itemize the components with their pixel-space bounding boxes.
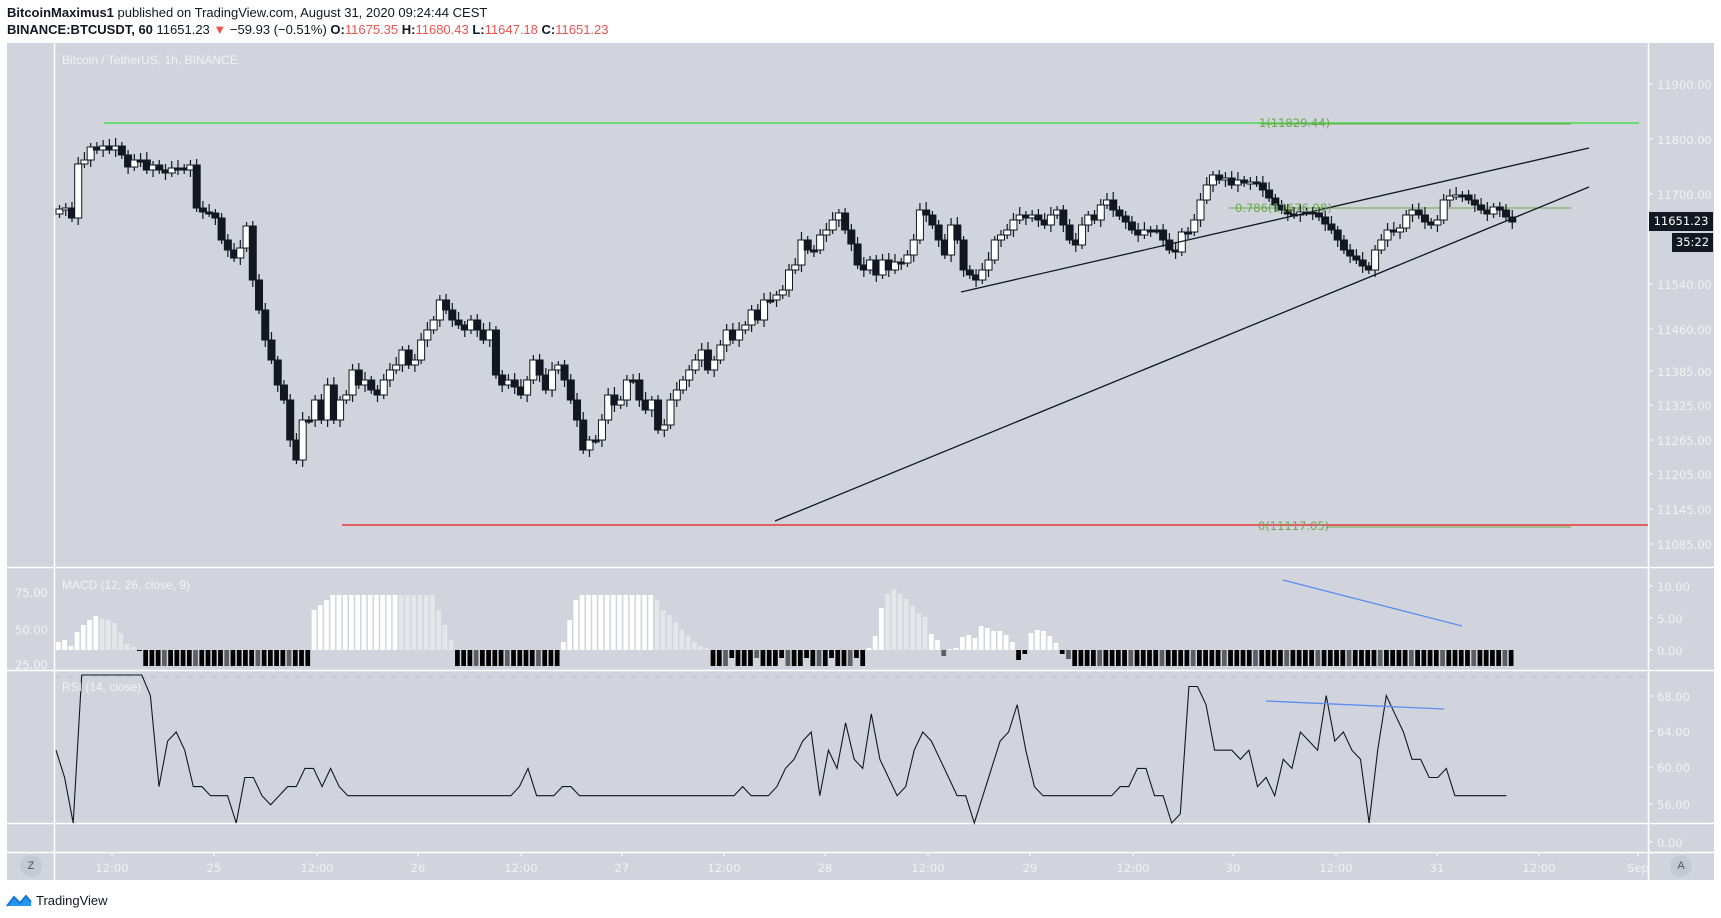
fib-label-1: 1(11829.44) [1259, 116, 1331, 130]
axis-ticks [111, 83, 1653, 856]
symbol: BINANCE:BTCUSDT, 60 [7, 22, 153, 37]
price-axis-label: 11265.00 [1657, 434, 1712, 448]
pane-separators [7, 43, 1714, 880]
author-name[interactable]: BitcoinMaximus1 [7, 5, 114, 20]
tradingview-cloud-icon [6, 894, 32, 907]
publish-meta: published on TradingView.com, August 31,… [113, 5, 488, 20]
rsi-axis-label: 64.00 [1657, 725, 1690, 739]
macd-title: MACD (12, 26, close, 9) [62, 578, 191, 592]
price-axis-label: 11540.00 [1657, 278, 1712, 292]
macd-axis-label: 0.00 [1657, 644, 1683, 658]
lower-pane-axis-label: 0.00 [1657, 836, 1683, 850]
macd-left-axis-label: 25.00 [15, 658, 48, 672]
high-label: H: [401, 22, 416, 37]
zoom-reset-button[interactable]: Z [20, 855, 42, 877]
brand-name: TradingView [36, 892, 108, 908]
rsi-divergence-line[interactable] [1265, 700, 1445, 710]
time-axis-label: 31 [1429, 861, 1445, 875]
macd-divergence-line[interactable] [1282, 579, 1463, 627]
time-axis-label: 12:00 [1522, 861, 1556, 875]
high-value: 11680.43 [415, 22, 469, 37]
down-arrow-icon: ▼ [213, 22, 227, 37]
tradingview-logo[interactable]: TradingView [5, 890, 108, 910]
price-axis-label: 11800.00 [1657, 133, 1712, 147]
last-price: 11651.23 [156, 22, 210, 37]
price-axis-label: 11145.00 [1657, 503, 1712, 517]
open-value: 11675.35 [344, 22, 399, 37]
rsi-title: RSI (14, close) [62, 680, 142, 694]
price-axis-label: 11900.00 [1657, 78, 1712, 92]
price-axis-label: 11700.00 [1657, 188, 1712, 202]
price-axis-label: 11325.00 [1657, 399, 1712, 413]
time-axis-label: 28 [817, 861, 833, 875]
price-axis-label: 11205.00 [1657, 468, 1712, 482]
price-change: −59.93 (−0.51%) [229, 22, 327, 37]
time-axis-label: 12:00 [300, 861, 334, 875]
macd-histogram [56, 589, 1514, 666]
time-axis-label: 30 [1225, 861, 1241, 875]
price-axis-label: 11085.00 [1657, 538, 1712, 552]
symbol-info: BINANCE:BTCUSDT, 60 11651.23 ▼ −59.93 (−… [7, 22, 609, 37]
close-value: 11651.23 [555, 22, 609, 37]
bar-countdown: 35:22 [1672, 233, 1713, 252]
macd-left-axis-label: 50.00 [15, 623, 48, 637]
time-axis-label: 12:00 [707, 861, 741, 875]
time-axis-label: 26 [410, 861, 426, 875]
open-label: O: [330, 22, 345, 37]
time-axis-label: 12:00 [504, 861, 538, 875]
macd-left-axis-label: 75.00 [15, 586, 48, 600]
wedge-lower-trendline[interactable] [774, 186, 1590, 522]
price-axis-label: 11385.00 [1657, 365, 1712, 379]
wedge-upper-trendline[interactable] [960, 147, 1590, 293]
fib-label-0: 0(11117.05) [1258, 519, 1330, 533]
chart-watermark: Bitcoin / TetherUS, 1h, BINANCE [62, 53, 238, 67]
time-axis-label: 29 [1022, 861, 1038, 875]
time-axis-label: 12:00 [1319, 861, 1353, 875]
time-axis-label: 27 [614, 861, 630, 875]
last-price-tag: 11651.23 [1649, 212, 1713, 231]
rsi-axis-label: 60.00 [1657, 761, 1690, 775]
auto-scale-button[interactable]: A [1670, 855, 1692, 877]
publish-info: BitcoinMaximus1 published on TradingView… [7, 5, 487, 20]
time-axis-label: 12:00 [911, 861, 945, 875]
low-value: 11647.18 [484, 22, 538, 37]
time-axis-label: Sep [1627, 861, 1649, 875]
low-label: L: [472, 22, 485, 37]
fib-label-0786: 0.786(11676.98) [1235, 201, 1332, 215]
time-axis-label: 12:00 [1116, 861, 1150, 875]
time-axis-label: 25 [206, 861, 222, 875]
rsi-axis-label: 56.00 [1657, 798, 1690, 812]
close-label: C: [541, 22, 556, 37]
rsi-axis-label: 68.00 [1657, 690, 1690, 704]
time-axis-label: 12:00 [95, 861, 129, 875]
macd-axis-label: 5.00 [1657, 612, 1683, 626]
chart-frame[interactable] [7, 43, 1714, 880]
rsi-line [55, 674, 1507, 825]
macd-axis-label: 10.00 [1657, 580, 1690, 594]
price-axis-label: 11460.00 [1657, 323, 1712, 337]
candlestick-series [55, 138, 1517, 467]
